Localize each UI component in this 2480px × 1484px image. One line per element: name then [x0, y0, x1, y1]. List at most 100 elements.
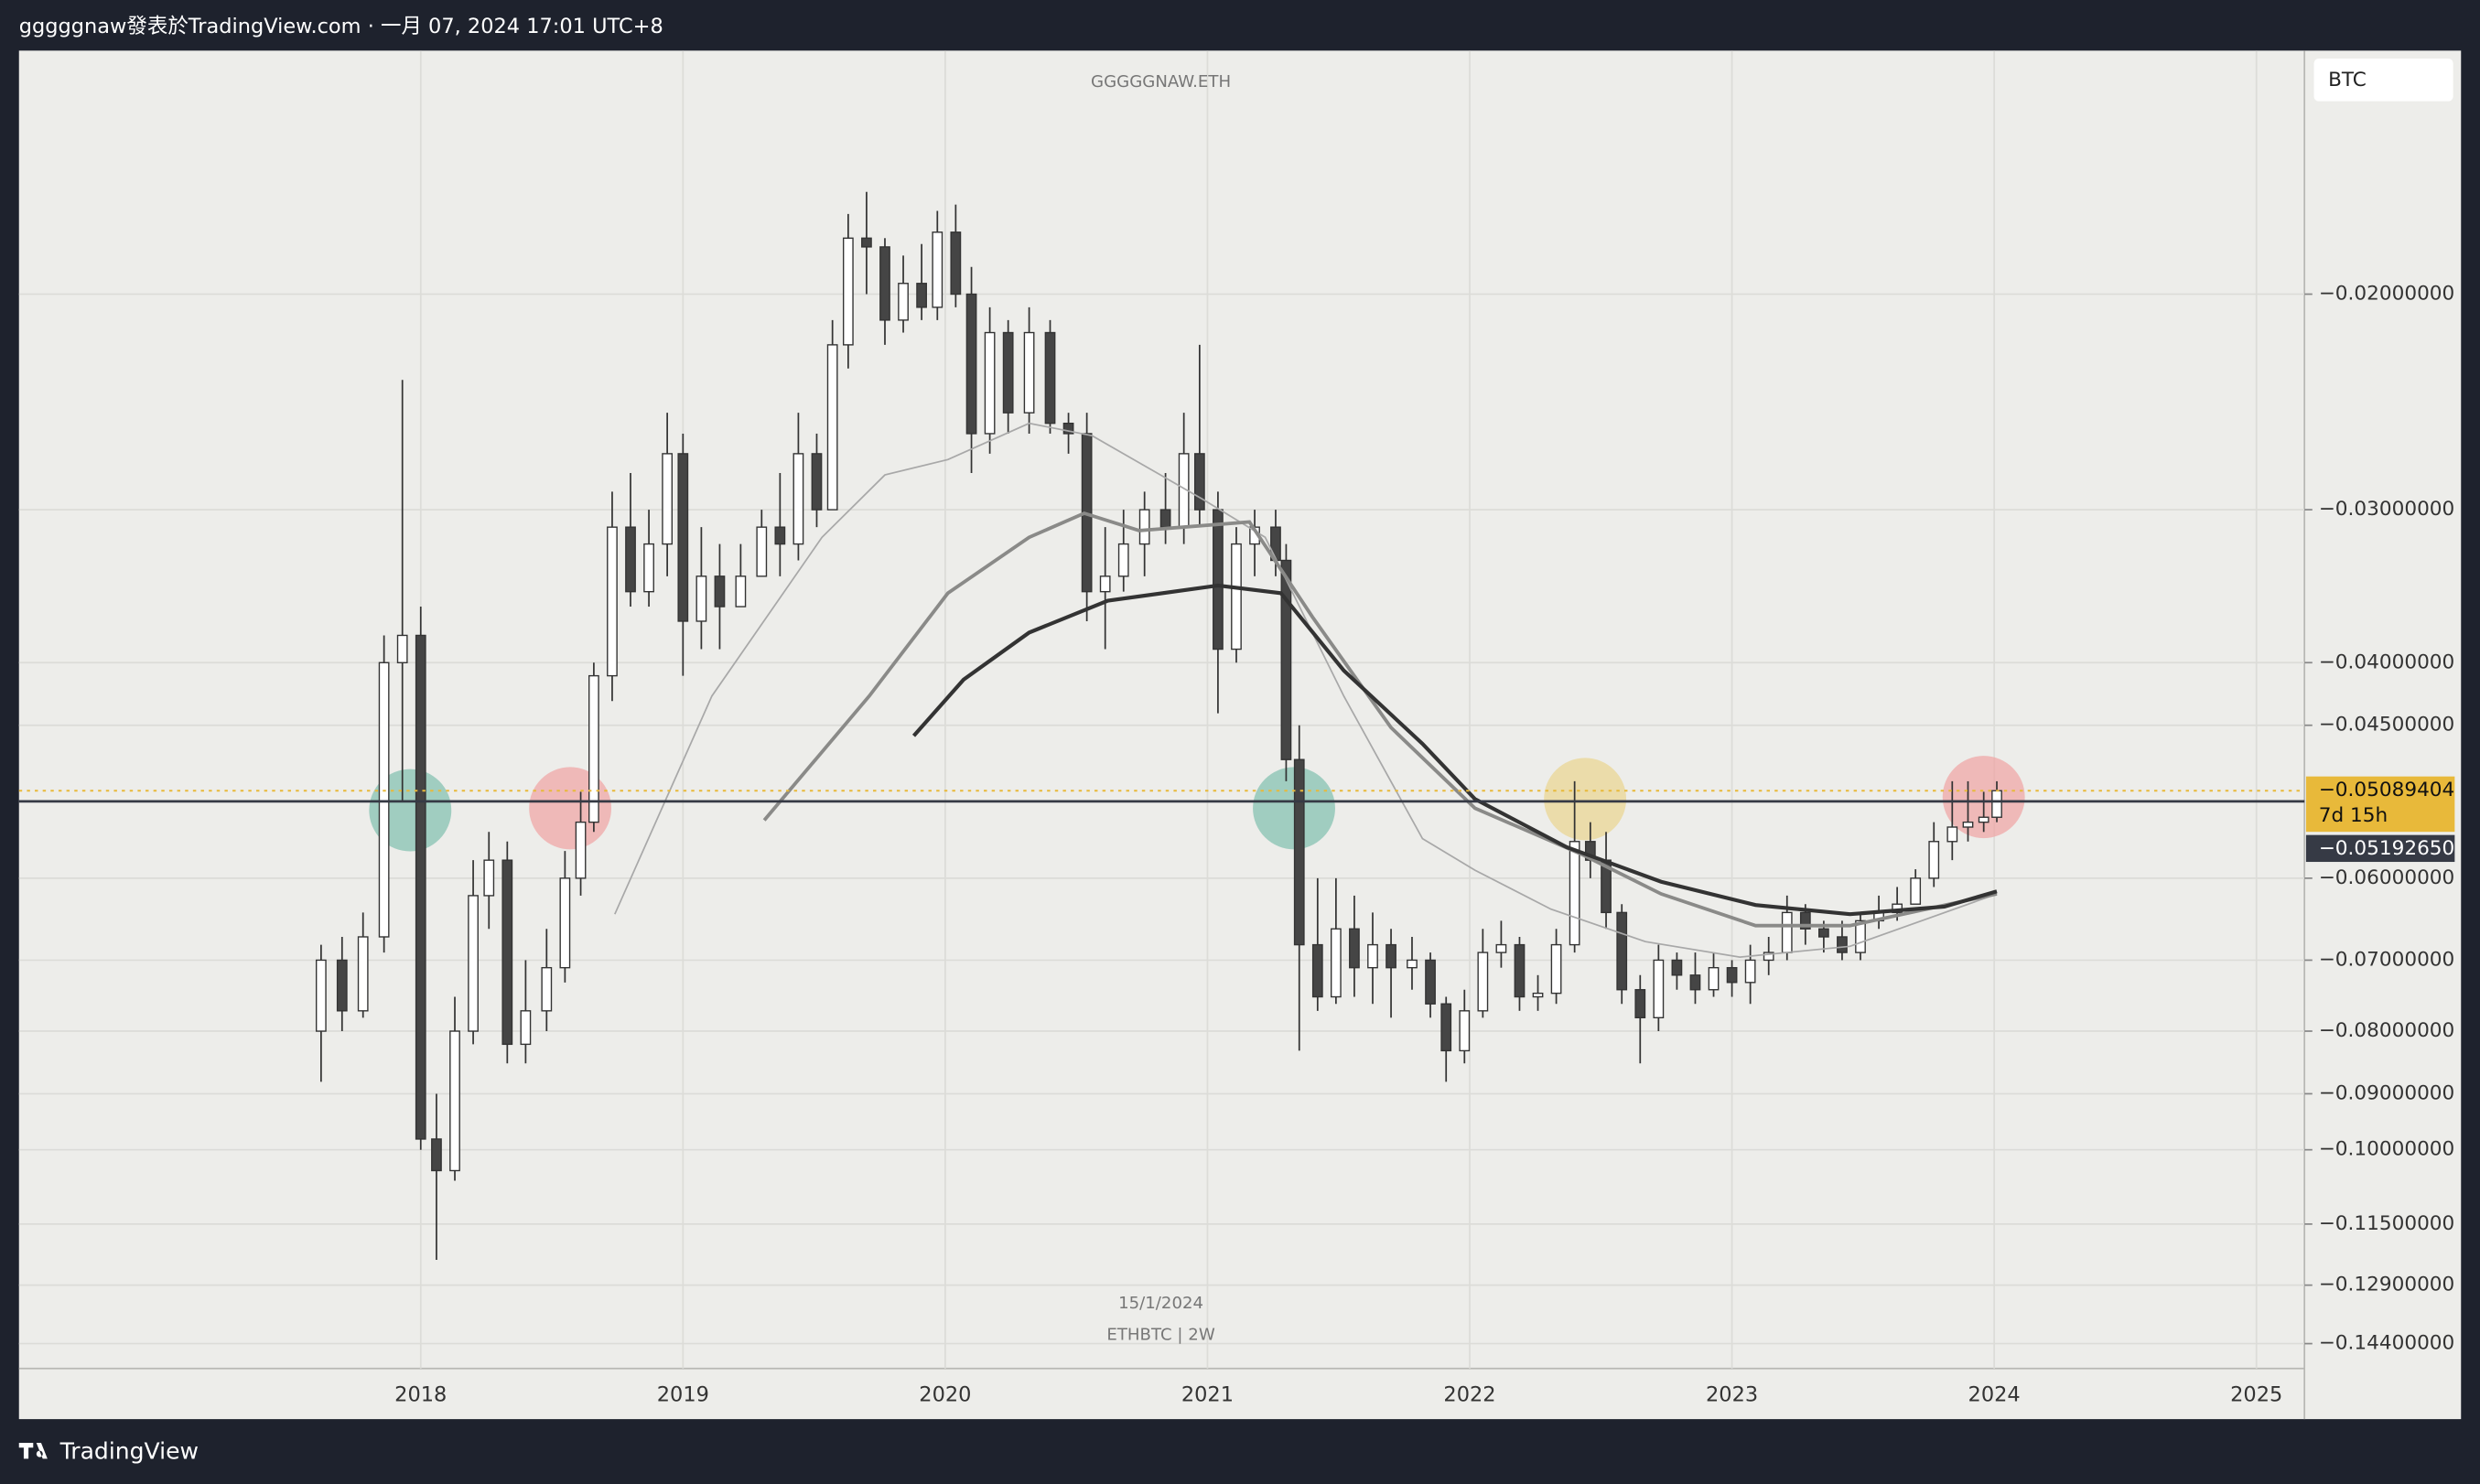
candle-body [1311, 943, 1323, 998]
candle-body [1514, 943, 1526, 998]
y-tick-label: −0.06000000 [2319, 866, 2455, 889]
candle-body [1023, 331, 1035, 414]
candle-body [1616, 911, 1628, 991]
hline-box [2305, 834, 2455, 863]
highlight-circle [369, 769, 452, 852]
x-tick-label: 2025 [2230, 1383, 2282, 1407]
candle-body [575, 821, 587, 879]
candle-body [1726, 966, 1738, 984]
plot [18, 191, 2305, 1260]
header-text: gggggnaw發表於TradingView.com · 一月 07, 2024… [19, 15, 663, 38]
footer-brand: TradingView [59, 1437, 199, 1464]
candle-body [378, 661, 390, 938]
candle-body [1407, 959, 1418, 969]
candle-body [1708, 966, 1720, 991]
candle-body [695, 575, 707, 622]
price-labels: −0.05089404 7d 15h −0.05192650 [2305, 776, 2455, 863]
currency-label[interactable]: BTC [2328, 69, 2367, 91]
candle-body [520, 1010, 532, 1046]
candle-body [1280, 559, 1292, 760]
candle-body [625, 526, 636, 593]
hline-label: −0.05192650 [2319, 837, 2455, 860]
y-tick-label: −0.04500000 [2319, 714, 2455, 737]
y-tick-label: −0.09000000 [2319, 1081, 2455, 1104]
candle-body [1550, 943, 1562, 995]
candle-body [449, 1030, 460, 1172]
moving-average [762, 511, 1998, 928]
candle-body [735, 575, 747, 608]
y-tick-label: −0.11500000 [2319, 1212, 2455, 1235]
currency-box[interactable] [2313, 58, 2453, 102]
candle-body [1002, 331, 1014, 414]
candle-body [1440, 1003, 1452, 1052]
candle-body [756, 526, 768, 577]
candle-body [1459, 1010, 1471, 1052]
y-tick-label: −0.08000000 [2319, 1019, 2455, 1042]
logo-mark [18, 1443, 48, 1459]
candle-body [1671, 959, 1683, 976]
candle-body [396, 634, 408, 663]
candle-body [483, 859, 495, 897]
x-tick-label: 2020 [919, 1383, 971, 1407]
symbol-label: ETHBTC | 2W [1106, 1325, 1214, 1344]
candle-body [1293, 758, 1305, 946]
y-tick-label: −0.04000000 [2319, 651, 2455, 673]
candle-body [1634, 989, 1646, 1019]
y-tick-label: −0.14400000 [2319, 1332, 2455, 1355]
candle-body [415, 634, 426, 1140]
footer-logo [18, 1443, 48, 1459]
candle-body [811, 453, 823, 511]
candle-body [1653, 959, 1665, 1019]
candle-body [559, 877, 571, 969]
candle-body [950, 231, 962, 296]
date-label: 15/1/2024 [1118, 1294, 1203, 1313]
candle-body [1763, 952, 1774, 962]
x-tick-label: 2022 [1443, 1383, 1495, 1407]
candle-body [1193, 453, 1205, 511]
candle-body [1062, 422, 1074, 435]
candle-body [1928, 841, 1940, 879]
last-price-box [2305, 776, 2455, 833]
candle-body [1386, 943, 1396, 969]
candle-body [984, 331, 996, 435]
candle-body [1744, 959, 1756, 984]
candle-body [677, 453, 689, 622]
candle-body [1213, 509, 1224, 651]
candle-body [1855, 919, 1866, 953]
y-tick-label: −0.07000000 [2319, 948, 2455, 971]
candle-body [1781, 911, 1793, 953]
candle-body [1946, 826, 1958, 843]
countdown-label: 7d 15h [2319, 804, 2388, 827]
candle-body [1495, 943, 1507, 953]
candle-body [1231, 543, 1242, 651]
y-tick-label: −0.10000000 [2319, 1138, 2455, 1161]
candle-body [1367, 943, 1378, 969]
candle-body [1532, 992, 1544, 998]
candle-body [1349, 928, 1360, 969]
candle-body [1477, 952, 1489, 1012]
last-price-label: −0.05089404 [2319, 779, 2455, 801]
candle-body [643, 543, 654, 593]
candle-body [774, 526, 786, 545]
candle-body [607, 526, 618, 677]
candle-body [431, 1138, 442, 1172]
candle-body [1818, 928, 1829, 938]
candle-body [861, 237, 872, 248]
candle-body [898, 283, 909, 321]
y-tick-label: −0.12900000 [2319, 1274, 2455, 1296]
watermark-title: GGGGGNAW.ETH [1091, 72, 1231, 91]
candle-body [1799, 911, 1811, 930]
candle-body [1117, 543, 1129, 577]
x-tick-label: 2019 [657, 1383, 709, 1407]
y-tick-label: −0.02000000 [2319, 283, 2455, 306]
candle-body [315, 959, 327, 1032]
candle-body [1138, 509, 1150, 545]
candle-body [1962, 821, 1974, 828]
candle-body [468, 895, 479, 1032]
candle-body [1978, 816, 1989, 823]
x-tick-label: 2024 [1968, 1383, 2021, 1407]
moving-average [614, 422, 1998, 958]
candle-body [1569, 841, 1580, 946]
moving-average [911, 583, 1998, 917]
